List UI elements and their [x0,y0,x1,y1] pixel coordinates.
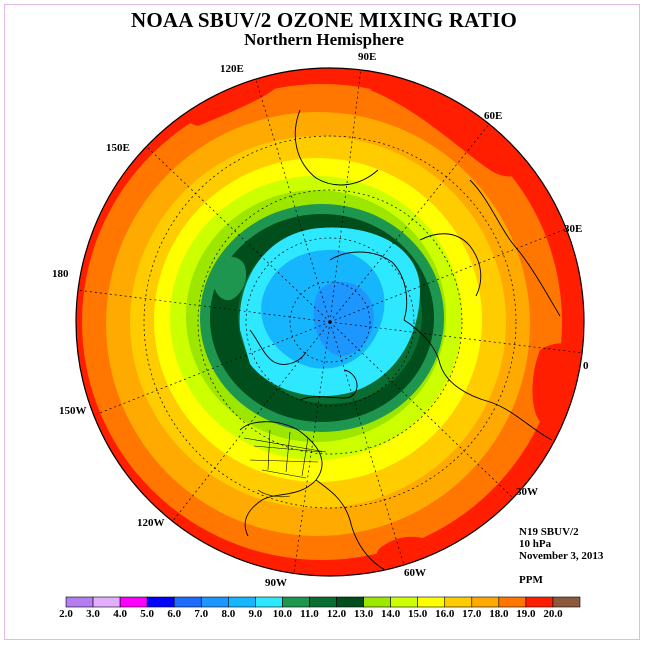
colorbar-swatch [363,596,391,608]
colorbar-tick-label: 7.0 [194,608,209,620]
colorbar-tick-label: 3.0 [86,608,100,620]
figure-frame [4,4,640,640]
lon-label-120w: 120W [137,517,165,529]
colorbar-tick-label: 16.0 [435,608,455,620]
colorbar-swatch [390,596,418,608]
colorbar-swatch [525,596,554,608]
colorbar-swatch [228,596,256,608]
colorbar-tick-label: 4.0 [113,608,127,620]
colorbar-swatch [173,596,202,608]
map-title: NOAA SBUV/2 OZONE MIXING RATIO [131,8,517,32]
colorbar-swatch [417,596,446,608]
colorbar-tick-label: 8.0 [221,608,236,620]
lon-label-90e: 90E [358,51,377,63]
colorbar-tick-label: 2.0 [59,608,73,620]
colorbar-tick-label: 18.0 [489,608,509,620]
lon-label-30w: 30W [516,486,538,498]
colorbar-tick-label: 13.0 [353,608,374,620]
lon-label-30e: 30E [564,223,583,235]
colorbar-tick-label: 15.0 [408,608,428,620]
map-boundary [75,67,585,577]
lon-label-60e: 60E [484,110,503,122]
instrument-label: N19 SBUV/2 [519,526,579,538]
colorbar-swatch [146,596,175,608]
lon-label-120e: 120E [220,63,244,75]
lon-label-60w: 60W [404,567,426,579]
colorbar-tick-label: 12.0 [326,608,347,620]
colorbar-swatch [498,596,527,608]
colorbar-tick-label: 6.0 [167,608,182,620]
graticule [76,68,584,574]
lon-label-150e: 150E [106,142,130,154]
colorbar-swatch [444,596,473,608]
colorbar-tick-label: 19.0 [516,608,536,620]
colorbar-tick-label: 11.0 [300,608,319,620]
colorbar-swatch [255,596,283,608]
colorbar-tick-label: 5.0 [140,608,155,620]
colorbar-swatch [309,596,337,608]
borders [243,429,327,498]
lon-label-180: 180 [52,268,69,280]
colorbar-swatch [552,596,581,608]
lon-label-90w: 90W [265,577,287,589]
colorbar-tick-label: 10.0 [272,608,293,620]
units-label: PPM [519,574,543,586]
pressure-level-label: 10 hPa [519,538,552,550]
map-subtitle: Northern Hemisphere [244,30,404,49]
colorbar-swatch [336,596,364,608]
colorbar-swatch [200,596,229,608]
colorbar-swatch [282,596,310,608]
colorbar-tick-label: 20.0 [543,608,563,620]
lon-label-150w: 150W [59,405,87,417]
colorbar-tick-label: 17.0 [462,608,482,620]
colorbar-tick-label: 14.0 [381,608,401,620]
colorbar-swatch [92,596,121,608]
colorbar-swatch [471,596,500,608]
colorbar [65,596,581,608]
colorbar-swatch [65,596,94,608]
coastlines [239,109,561,575]
date-label: November 3, 2013 [519,550,604,562]
colorbar-tick-label: 9.0 [248,608,263,620]
colorbar-swatch [119,596,148,608]
lon-label-0: 0 [583,360,589,372]
